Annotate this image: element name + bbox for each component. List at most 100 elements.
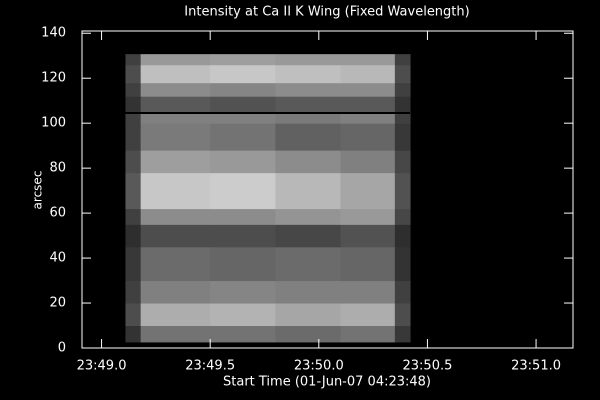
heatmap-cell [140, 54, 211, 66]
y-tick-label: 20 [49, 296, 66, 311]
y-tick-label: 80 [49, 161, 66, 176]
heatmap-cell [340, 150, 396, 174]
heatmap-cell [140, 150, 211, 174]
heatmap-cell [210, 224, 276, 248]
heatmap-cell [140, 123, 211, 151]
heatmap-cell [125, 123, 142, 151]
heatmap-cell [340, 82, 396, 97]
heatmap-cell [140, 111, 211, 124]
heatmap-cell [125, 208, 142, 225]
x-tick-label: 23:51.0 [511, 359, 561, 374]
plot-frame [81, 30, 574, 349]
heatmap-cell [140, 64, 211, 84]
heatmap-cell [210, 208, 276, 225]
heatmap-cell [340, 224, 396, 248]
heatmap-cell [210, 123, 276, 151]
heatmap-cell [275, 82, 342, 97]
heatmap-cell [210, 172, 276, 210]
x-tick-label: 23:50.5 [403, 359, 453, 374]
heatmap-cell [125, 150, 142, 174]
heatmap-cell [210, 280, 276, 304]
heatmap-cell [210, 111, 276, 124]
heatmap-cell [210, 325, 276, 343]
x-tick-label: 23:49.0 [77, 359, 127, 374]
heatmap-cell [210, 246, 276, 282]
heatmap-cell [210, 96, 276, 113]
heatmap-cell [275, 54, 342, 66]
heatmap-cell [394, 325, 411, 343]
heatmap-cell [394, 82, 411, 97]
heatmap-cell [394, 64, 411, 84]
heatmap-cell [275, 96, 342, 113]
heatmap-cell [340, 111, 396, 124]
heatmap-cell [394, 123, 411, 151]
heatmap-cell [140, 280, 211, 304]
heatmap-cell [210, 303, 276, 327]
heatmap-cell [210, 64, 276, 84]
heatmap-cell [340, 246, 396, 282]
heatmap-cell [210, 54, 276, 66]
heatmap-cell [140, 208, 211, 225]
heatmap-cell [275, 111, 342, 124]
heatmap-cell [275, 224, 342, 248]
heatmap-cell [140, 224, 211, 248]
heatmap-cell [125, 224, 142, 248]
heatmap-cell [125, 96, 142, 113]
heatmap-cell [340, 325, 396, 343]
chart-title: Intensity at Ca II K Wing (Fixed Wavelen… [184, 5, 469, 20]
heatmap-cell [140, 82, 211, 97]
heatmap-cell [394, 111, 411, 124]
heatmap-cell [275, 280, 342, 304]
heatmap-cell [340, 123, 396, 151]
y-axis-label: arcsec [31, 171, 45, 210]
heatmap-cell [340, 303, 396, 327]
heatmap-cell [125, 325, 142, 343]
heatmap-cell [340, 208, 396, 225]
x-tick-label: 23:50.0 [294, 359, 344, 374]
heatmap-cell [394, 54, 411, 66]
heatmap-cell [275, 123, 342, 151]
x-tick-label: 23:49.5 [185, 359, 235, 374]
heatmap-cell [394, 150, 411, 174]
y-tick-label: 60 [49, 206, 66, 221]
heatmap-cell [275, 64, 342, 84]
heatmap-cell [125, 111, 142, 124]
heatmap-cell [140, 172, 211, 210]
heatmap-cell [275, 303, 342, 327]
heatmap-cell [125, 82, 142, 97]
heatmap-cell [125, 303, 142, 327]
heatmap-cell [275, 208, 342, 225]
heatmap-cell [210, 82, 276, 97]
heatmap-cell [340, 280, 396, 304]
heatmap-cell [140, 325, 211, 343]
heatmap-cell [275, 172, 342, 210]
heatmap-cell [340, 54, 396, 66]
heatmap-cell [125, 172, 142, 210]
y-tick-label: 140 [41, 26, 66, 41]
heatmap-cell [394, 303, 411, 327]
heatmap-cell [394, 280, 411, 304]
heatmap-cell [275, 150, 342, 174]
heatmap-cell [125, 64, 142, 84]
heatmap-cell [140, 246, 211, 282]
heatmap-cell [125, 54, 142, 66]
heatmap-cell [394, 208, 411, 225]
y-tick-label: 120 [41, 71, 66, 86]
heatmap-cell [125, 280, 142, 304]
heatmap-cell [210, 150, 276, 174]
heatmap-cell [394, 246, 411, 282]
heatmap-cell [140, 303, 211, 327]
heatmap-cell [394, 172, 411, 210]
heatmap-cell [340, 172, 396, 210]
heatmap-cell [394, 96, 411, 113]
heatmap-cell [340, 64, 396, 84]
heatmap-cell [340, 96, 396, 113]
heatmap-cell [140, 96, 211, 113]
y-tick-label: 40 [49, 251, 66, 266]
y-tick-label: 0 [58, 341, 66, 356]
heatmap-cell [275, 325, 342, 343]
x-axis-label: Start Time (01-Jun-07 04:23:48) [223, 375, 431, 390]
y-tick-label: 100 [41, 116, 66, 131]
heatmap-cell [394, 224, 411, 248]
